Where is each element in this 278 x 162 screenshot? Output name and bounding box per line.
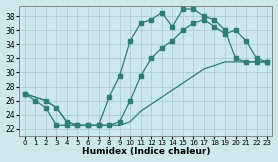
X-axis label: Humidex (Indice chaleur): Humidex (Indice chaleur)	[82, 147, 210, 156]
